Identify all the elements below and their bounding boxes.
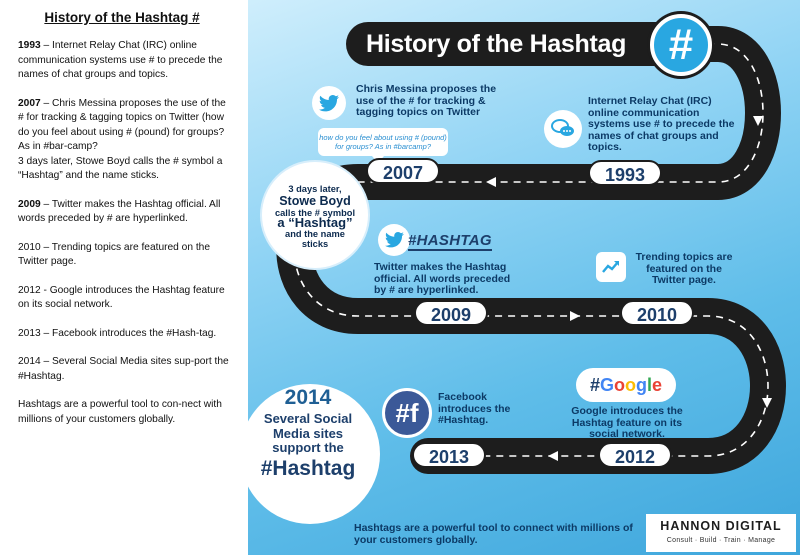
year-badge-2012: 2012 xyxy=(598,442,672,468)
event-2009-text: Twitter makes the Hashtag official. All … xyxy=(374,261,511,296)
brand-name: HANNON DIGITAL xyxy=(660,519,782,533)
road-arrow-icon xyxy=(486,177,496,187)
left-paragraph-3: 2009 – Twitter makes the Hashtag officia… xyxy=(18,198,221,225)
event-2007-text: Chris Messina proposes the use of the # … xyxy=(356,83,497,118)
left-panel-title: History of the Hashtag # xyxy=(44,10,200,25)
road-arrow-icon xyxy=(762,398,772,408)
year-2014-label: 2014 xyxy=(284,386,332,409)
year-badge-2007: 2007 xyxy=(366,158,440,184)
left-paragraph-8: Hashtags are a powerful tool to con-nect… xyxy=(18,399,222,425)
event-2013-text: Facebook introduces the #Hashtag. xyxy=(438,391,511,426)
facebook-hash-icon: #f xyxy=(382,388,432,438)
stowe-line-6: sticks xyxy=(301,239,329,249)
left-paragraph-year: 2007 xyxy=(18,97,41,109)
event-2014-hashtag: #Hashtag xyxy=(260,456,356,480)
road-arrow-icon xyxy=(753,116,763,126)
year-badge-2013: 2013 xyxy=(412,442,486,468)
stowe-line-1: 3 days later, xyxy=(288,184,342,194)
infographic-footer: Hashtags are a powerful tool to connect … xyxy=(354,522,633,546)
event-2010-text: Trending topics are featured on the Twit… xyxy=(635,251,733,286)
event-1993-text: Internet Relay Chat (IRC) online communi… xyxy=(588,95,735,153)
stowe-line-2: Stowe Boyd xyxy=(279,193,351,208)
left-paragraph-1: 1993 – Internet Relay Chat (IRC) online … xyxy=(18,40,223,80)
brand-tagline: Consult · Build · Train · Manage xyxy=(666,537,776,544)
stowe-line-4: a “Hashtag” xyxy=(277,215,353,230)
road-arrow-icon xyxy=(548,451,558,461)
event-2014-text: Several Social Media sites support the xyxy=(263,411,353,455)
left-paragraph-2: 2007 – Chris Messina proposes the use of… xyxy=(18,97,226,182)
stowe-line-5: and the name xyxy=(285,228,345,239)
hash-symbol-icon: # xyxy=(650,14,712,76)
year-badge-2010: 2010 xyxy=(620,300,694,326)
final-highlight-circle xyxy=(248,384,380,524)
event-2012-text: Google introduces the Hashtag feature on… xyxy=(571,405,683,440)
brand-logo: HANNON DIGITAL Consult · Build · Train ·… xyxy=(646,514,796,552)
left-paragraph-year: 1993 xyxy=(18,40,41,51)
road-arrow-icon xyxy=(570,311,580,321)
google-logo: #Google xyxy=(576,368,676,402)
stowe-boyd-note: 3 days later, Stowe Boyd calls the # sym… xyxy=(262,162,368,268)
left-paragraph-6: 2013 – Facebook introduces the #Hash-tag… xyxy=(18,327,217,339)
twitter-bird-icon xyxy=(312,86,346,120)
year-badge-1993: 1993 xyxy=(588,160,662,186)
stowe-line-3: calls the # symbol xyxy=(274,207,356,218)
left-paragraph-7: 2014 – Several Social Media sites sup-po… xyxy=(18,356,229,382)
left-text-panel: History of the Hashtag # 1993 – Internet… xyxy=(0,0,248,555)
trending-chart-icon xyxy=(596,252,626,282)
twitter-bird-icon xyxy=(378,224,410,256)
left-paragraph-4: 2010 – Trending topics are featured on t… xyxy=(18,241,210,268)
left-paragraph-5: 2012 - Google introduces the Hashtag fea… xyxy=(18,284,225,311)
infographic-title: History of the Hashtag xyxy=(346,22,692,66)
left-panel-paragraphs: 1993 – Internet Relay Chat (IRC) online … xyxy=(18,39,234,427)
hashtag-wordmark: #HASHTAG xyxy=(408,232,492,251)
chat-bubbles-icon xyxy=(544,110,582,148)
left-paragraph-year: 2009 xyxy=(18,198,41,210)
year-badge-2009: 2009 xyxy=(414,300,488,326)
event-2014: 2014 Several Social Media sites support … xyxy=(250,384,366,516)
hashtag-infographic: History of the Hashtag # Chris Messina p… xyxy=(248,0,800,555)
event-2007-quote: how do you feel about using # (pound) fo… xyxy=(318,128,448,163)
